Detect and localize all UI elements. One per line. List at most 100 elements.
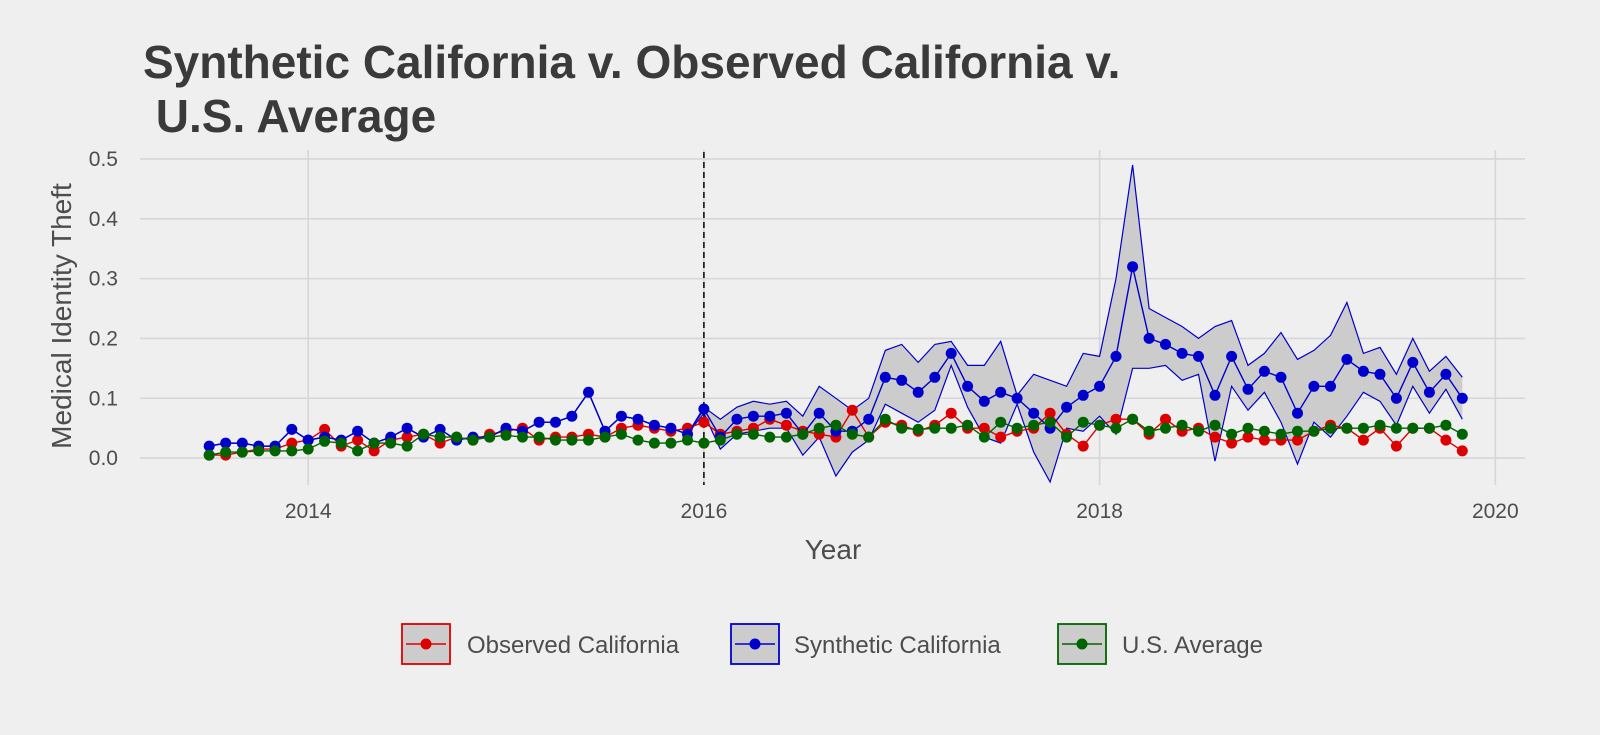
point-u-s-average-49 (1011, 422, 1023, 434)
point-u-s-average-70 (1357, 422, 1369, 434)
point-u-s-average-27 (648, 437, 660, 449)
point-u-s-average-30 (698, 437, 710, 449)
point-synthetic-california-9 (352, 425, 364, 437)
point-observed-california-64 (1258, 434, 1270, 446)
point-u-s-average-74 (1423, 422, 1435, 434)
legend-key-dot-observed-california (420, 638, 432, 650)
point-observed-california-75 (1440, 434, 1452, 446)
point-synthetic-california-44 (929, 371, 941, 383)
point-u-s-average-55 (1110, 422, 1122, 434)
point-synthetic-california-46 (962, 380, 974, 392)
x-tick-label-3: 2020 (1472, 500, 1519, 523)
point-observed-california-9 (352, 434, 364, 446)
point-observed-california-61 (1209, 431, 1221, 443)
point-u-s-average-65 (1275, 428, 1287, 440)
point-u-s-average-20 (533, 431, 545, 443)
point-u-s-average-68 (1325, 422, 1336, 434)
point-u-s-average-67 (1308, 425, 1320, 437)
point-u-s-average-2 (236, 446, 248, 458)
x-tick-label-0: 2014 (285, 500, 332, 523)
point-u-s-average-33 (747, 428, 759, 440)
y-tick-label-2: 0.2 (89, 327, 118, 350)
point-observed-california-66 (1292, 434, 1303, 446)
band-area (209, 165, 1463, 482)
point-observed-california-7 (319, 423, 331, 435)
x-axis-title: Year (805, 534, 862, 565)
point-u-s-average-15 (451, 431, 463, 443)
point-observed-california-51 (1044, 407, 1056, 419)
point-synthetic-california-48 (995, 386, 1007, 398)
point-u-s-average-69 (1341, 422, 1353, 434)
point-u-s-average-61 (1209, 419, 1221, 431)
point-synthetic-california-20 (533, 416, 545, 428)
point-u-s-average-25 (615, 428, 627, 440)
point-u-s-average-51 (1044, 416, 1056, 428)
point-synthetic-california-22 (566, 410, 578, 422)
point-u-s-average-43 (912, 423, 924, 435)
point-u-s-average-7 (319, 435, 331, 447)
legend-key-dot-synthetic-california (749, 638, 761, 650)
point-observed-california-76 (1456, 445, 1468, 457)
point-synthetic-california-23 (583, 386, 594, 398)
point-observed-california-12 (401, 431, 413, 443)
point-synthetic-california-66 (1292, 407, 1303, 419)
point-synthetic-california-71 (1374, 368, 1386, 380)
point-u-s-average-57 (1143, 425, 1155, 437)
point-synthetic-california-26 (632, 413, 644, 425)
point-synthetic-california-5 (286, 423, 298, 435)
point-synthetic-california-67 (1308, 380, 1320, 392)
point-u-s-average-66 (1292, 425, 1303, 437)
y-axis-ticks: 0.0 0.1 0.2 0.3 0.4 0.5 (89, 148, 119, 470)
point-synthetic-california-47 (978, 395, 990, 407)
point-u-s-average-58 (1160, 422, 1171, 434)
point-u-s-average-56 (1127, 413, 1139, 425)
point-u-s-average-47 (978, 431, 990, 443)
point-u-s-average-11 (385, 437, 397, 449)
point-u-s-average-4 (269, 445, 281, 457)
point-synthetic-california-55 (1110, 350, 1122, 362)
x-tick-label-2: 2018 (1076, 500, 1123, 523)
point-u-s-average-26 (632, 434, 644, 446)
point-u-s-average-23 (583, 434, 594, 446)
point-observed-california-70 (1357, 434, 1369, 446)
point-synthetic-california-52 (1061, 401, 1073, 413)
point-synthetic-california-72 (1390, 392, 1402, 404)
legend-label-synthetic-california: Synthetic California (794, 632, 1001, 659)
point-synthetic-california-76 (1456, 392, 1468, 404)
point-observed-california-35 (780, 419, 792, 431)
legend-label-u-s-average: U.S. Average (1122, 632, 1263, 659)
point-synthetic-california-28 (665, 422, 677, 434)
series-u-s-average (203, 413, 1468, 461)
point-u-s-average-41 (879, 413, 891, 425)
point-u-s-average-37 (813, 422, 825, 434)
point-u-s-average-28 (665, 437, 677, 449)
point-u-s-average-73 (1407, 422, 1419, 434)
point-u-s-average-36 (797, 428, 809, 440)
y-tick-label-1: 0.1 (89, 387, 118, 410)
point-synthetic-california-57 (1143, 332, 1155, 344)
point-u-s-average-59 (1176, 419, 1188, 431)
point-u-s-average-38 (830, 419, 842, 431)
point-synthetic-california-14 (434, 423, 446, 435)
point-observed-california-72 (1390, 440, 1402, 452)
point-u-s-average-22 (566, 434, 578, 446)
point-synthetic-california-50 (1028, 407, 1040, 419)
legend-item-u-s-average: U.S. Average (1057, 623, 1263, 665)
point-u-s-average-16 (467, 434, 479, 446)
point-observed-california-39 (846, 404, 858, 416)
point-synthetic-california-75 (1440, 368, 1452, 380)
point-u-s-average-42 (896, 422, 908, 434)
point-synthetic-california-40 (863, 413, 875, 425)
point-u-s-average-71 (1374, 419, 1386, 431)
point-u-s-average-54 (1094, 419, 1106, 431)
point-synthetic-california-21 (550, 416, 561, 428)
point-synthetic-california-35 (780, 407, 792, 419)
point-observed-california-62 (1226, 437, 1238, 449)
point-u-s-average-1 (220, 446, 232, 458)
point-observed-california-45 (945, 407, 957, 419)
legend-item-observed-california: Observed California (401, 623, 680, 665)
point-u-s-average-62 (1226, 428, 1238, 440)
point-u-s-average-46 (962, 419, 974, 431)
